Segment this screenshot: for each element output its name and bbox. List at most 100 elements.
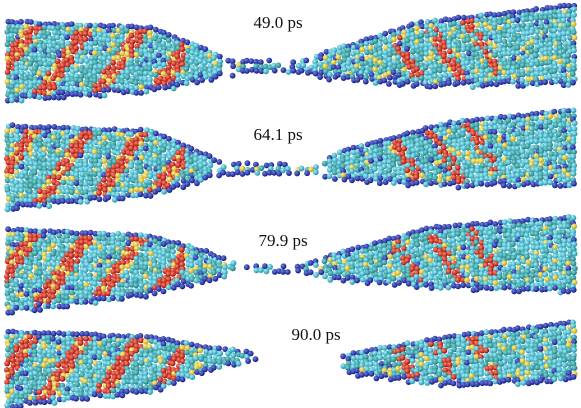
atom (92, 171, 98, 177)
atom (327, 173, 333, 179)
atom (543, 70, 549, 76)
atom (19, 70, 25, 76)
atom (6, 64, 12, 70)
atom (381, 78, 387, 84)
atom (404, 130, 410, 136)
atom (502, 275, 508, 281)
atom (83, 267, 89, 273)
atom (571, 21, 577, 27)
atom (418, 33, 424, 39)
atom (552, 285, 558, 291)
atom (557, 27, 563, 33)
atom (524, 254, 530, 260)
atom (148, 25, 154, 31)
atom (102, 158, 108, 164)
atom (211, 365, 217, 371)
atom (535, 29, 541, 35)
atom (571, 224, 577, 230)
atom (387, 263, 393, 269)
atom (271, 170, 277, 176)
atom (266, 58, 272, 64)
atom (180, 284, 186, 290)
atom (562, 117, 568, 123)
atom (211, 359, 217, 365)
atom (267, 264, 273, 270)
atom (105, 195, 111, 201)
atom (451, 21, 457, 27)
atom (492, 180, 498, 186)
atom (533, 6, 539, 12)
atom (87, 258, 93, 264)
atom (571, 12, 577, 18)
atom (23, 88, 29, 94)
atom (538, 119, 544, 125)
atom (493, 280, 499, 286)
atom (377, 60, 383, 66)
atom (47, 143, 53, 149)
atom (170, 361, 176, 367)
atom (272, 68, 278, 74)
atom (5, 206, 11, 212)
atom (69, 230, 75, 236)
atom (428, 229, 434, 235)
atom (51, 331, 57, 337)
atom (478, 13, 484, 19)
atom (188, 146, 194, 152)
atom (327, 72, 333, 78)
atom (55, 362, 61, 368)
atom (217, 71, 223, 77)
atom (567, 243, 573, 249)
atom (565, 223, 571, 229)
atom (506, 159, 512, 165)
atom (492, 229, 498, 235)
atom (423, 272, 429, 278)
atom (87, 359, 93, 365)
atom (147, 152, 153, 158)
atom (570, 154, 576, 160)
atom (572, 251, 578, 257)
atom (565, 58, 571, 64)
atom (32, 170, 38, 176)
atom (378, 138, 384, 144)
atom (553, 79, 559, 85)
atom (281, 67, 287, 73)
atom (9, 97, 15, 103)
atom (110, 347, 116, 353)
atom (492, 148, 498, 154)
atom (456, 52, 462, 58)
atom (92, 78, 98, 84)
atom (473, 239, 479, 245)
atom (469, 250, 475, 256)
atom (147, 173, 153, 179)
atom (124, 168, 130, 174)
atom (124, 283, 130, 289)
atom (139, 288, 145, 294)
atom (465, 151, 471, 157)
atom (83, 250, 89, 256)
atom (281, 263, 287, 269)
atom (105, 268, 111, 274)
atom (133, 356, 139, 362)
atom (230, 63, 236, 69)
atom (231, 260, 237, 266)
atom (74, 368, 80, 374)
atom (217, 351, 223, 357)
atom (460, 282, 466, 288)
atom (55, 45, 61, 51)
atom (455, 283, 461, 289)
atom (88, 382, 94, 388)
atom (404, 167, 410, 173)
atom (464, 277, 470, 283)
atom (50, 242, 56, 248)
atom (9, 138, 15, 144)
atom (128, 164, 134, 170)
atom (37, 142, 43, 148)
atom (14, 376, 20, 382)
atom (474, 126, 480, 132)
atom (349, 177, 355, 183)
atom (395, 243, 401, 249)
atom (461, 245, 467, 251)
atom (179, 247, 185, 253)
atom (464, 60, 470, 66)
atom (189, 342, 195, 348)
